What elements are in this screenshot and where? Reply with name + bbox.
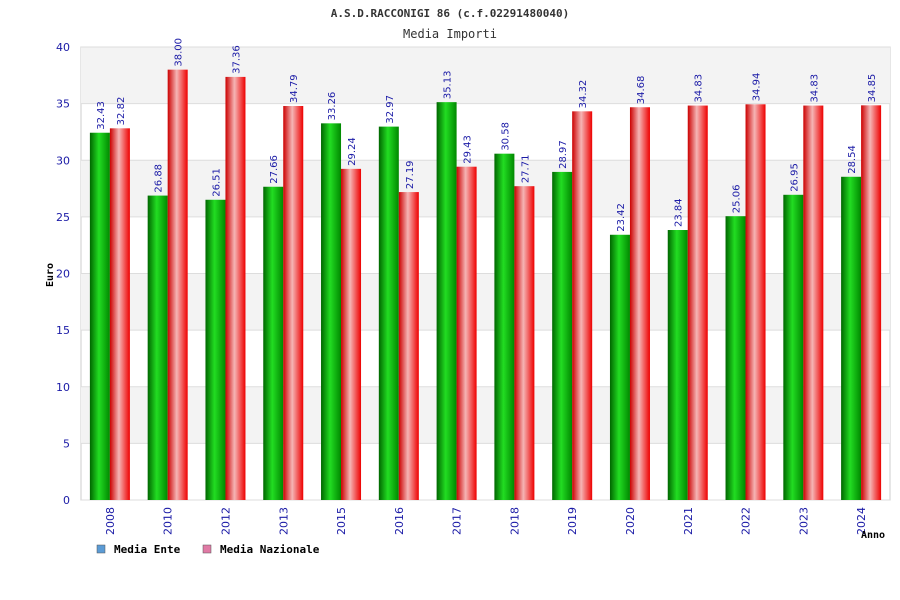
data-label: 32.97 <box>385 95 396 124</box>
x-tick-label: 2019 <box>566 507 579 535</box>
data-label: 34.83 <box>694 74 705 103</box>
data-label: 32.82 <box>116 97 127 126</box>
x-tick-label: 2022 <box>740 507 753 535</box>
bar-media-nazionale-2010 <box>167 69 188 501</box>
y-tick-label: 25 <box>56 211 70 224</box>
legend-label-media-ente: Media Ente <box>114 543 181 556</box>
data-label: 34.83 <box>809 74 820 103</box>
bar-media-ente-2019 <box>552 171 573 501</box>
x-tick-label: 2008 <box>104 507 117 535</box>
data-label: 34.32 <box>578 80 589 109</box>
data-label: 30.58 <box>500 122 511 151</box>
x-tick-label: 2015 <box>335 507 348 535</box>
y-tick-label: 0 <box>63 494 70 507</box>
data-label: 33.26 <box>327 92 338 121</box>
bar-media-ente-2015 <box>321 123 342 500</box>
x-axis-label: Anno <box>861 530 885 541</box>
data-label: 27.66 <box>269 155 280 184</box>
x-tick-label: 2021 <box>682 507 695 535</box>
data-label: 26.95 <box>789 163 800 192</box>
bar-media-ente-2013 <box>263 186 284 501</box>
legend-swatch-media-ente <box>96 544 106 554</box>
bar-media-ente-2016 <box>378 126 399 501</box>
y-tick-label: 20 <box>56 268 70 281</box>
bar-media-nazionale-2022 <box>745 104 766 500</box>
data-label: 34.85 <box>867 74 878 103</box>
data-label: 28.54 <box>847 145 858 174</box>
bar-media-ente-2018 <box>494 153 515 500</box>
data-label: 29.24 <box>347 137 358 166</box>
x-tick-label: 2023 <box>797 507 810 535</box>
data-label: 26.88 <box>154 164 165 193</box>
data-label: 35.13 <box>443 71 454 100</box>
bar-media-nazionale-2016 <box>398 192 419 501</box>
bar-media-nazionale-2020 <box>629 107 650 501</box>
y-tick-label: 40 <box>56 41 70 54</box>
y-tick-label: 30 <box>56 154 70 167</box>
bar-media-nazionale-2018 <box>514 186 535 500</box>
bar-media-ente-2024 <box>841 176 862 501</box>
bar-media-ente-2012 <box>205 199 226 501</box>
x-tick-label: 2012 <box>219 507 232 535</box>
y-tick-label: 35 <box>56 98 70 111</box>
y-axis-ticks: 0 5 10 15 20 25 30 35 40 <box>56 41 70 507</box>
x-axis-ticks: 2008 2010 2012 2013 2015 2016 2017 2018 2019 2020… <box>104 507 868 535</box>
data-label: 23.84 <box>674 198 685 227</box>
bar-media-ente-2010 <box>147 195 168 501</box>
chart-title: A.S.D.RACCONIGI 86 (c.f.02291480040) <box>331 7 569 20</box>
bar-media-ente-2023 <box>783 194 804 500</box>
x-tick-label: 2010 <box>162 507 175 535</box>
y-axis-label: Euro <box>45 263 56 287</box>
legend-swatch-media-nazionale <box>202 544 212 554</box>
plot-band <box>81 47 890 104</box>
chart-subtitle: Media Importi <box>403 27 497 41</box>
x-tick-label: 2013 <box>277 507 290 535</box>
data-label: 32.43 <box>96 101 107 130</box>
data-label: 37.36 <box>231 45 242 74</box>
y-tick-label: 5 <box>63 437 70 450</box>
bar-media-ente-2021 <box>667 230 688 500</box>
bar-media-ente-2020 <box>609 234 630 500</box>
x-tick-label: 2018 <box>508 507 521 535</box>
data-label: 34.79 <box>289 74 300 103</box>
plot-band <box>81 160 890 217</box>
bar-media-ente-2022 <box>725 216 746 500</box>
bar-media-nazionale-2008 <box>109 128 130 500</box>
bar-media-nazionale-2017 <box>456 166 477 500</box>
data-label: 27.19 <box>405 160 416 189</box>
data-label: 34.94 <box>752 73 763 102</box>
bar-media-nazionale-2015 <box>341 168 362 500</box>
bar-media-nazionale-2023 <box>803 105 824 501</box>
data-label: 34.68 <box>636 76 647 105</box>
bars <box>89 69 882 501</box>
data-label: 23.42 <box>616 203 627 232</box>
data-label: 29.43 <box>463 135 474 164</box>
y-tick-label: 10 <box>56 381 70 394</box>
x-tick-label: 2017 <box>451 507 464 535</box>
data-label: 38.00 <box>174 38 185 67</box>
data-labels: 32.43 32.82 26.88 38.00 26.51 37.36 27.66 34.79… <box>96 38 878 232</box>
bar-media-ente-2017 <box>436 102 457 501</box>
data-label: 27.71 <box>520 155 531 184</box>
bar-media-nazionale-2024 <box>861 105 882 500</box>
bar-media-nazionale-2012 <box>225 76 246 500</box>
bar-media-nazionale-2019 <box>572 111 593 501</box>
y-tick-label: 15 <box>56 324 70 337</box>
plot-band <box>81 386 890 444</box>
plot-band <box>81 273 890 331</box>
bar-media-ente-2008 <box>89 132 110 500</box>
x-tick-label: 2020 <box>624 507 637 535</box>
bar-media-nazionale-2013 <box>283 106 304 501</box>
x-tick-label: 2016 <box>393 507 406 535</box>
bar-media-nazionale-2021 <box>687 105 708 501</box>
x-tick-label: 2024 <box>855 507 868 535</box>
legend: Media Ente Media Nazionale <box>96 543 320 556</box>
data-label: 28.97 <box>558 140 569 169</box>
legend-label-media-nazionale: Media Nazionale <box>220 543 320 556</box>
data-label: 25.06 <box>732 185 743 214</box>
data-label: 26.51 <box>211 168 222 197</box>
